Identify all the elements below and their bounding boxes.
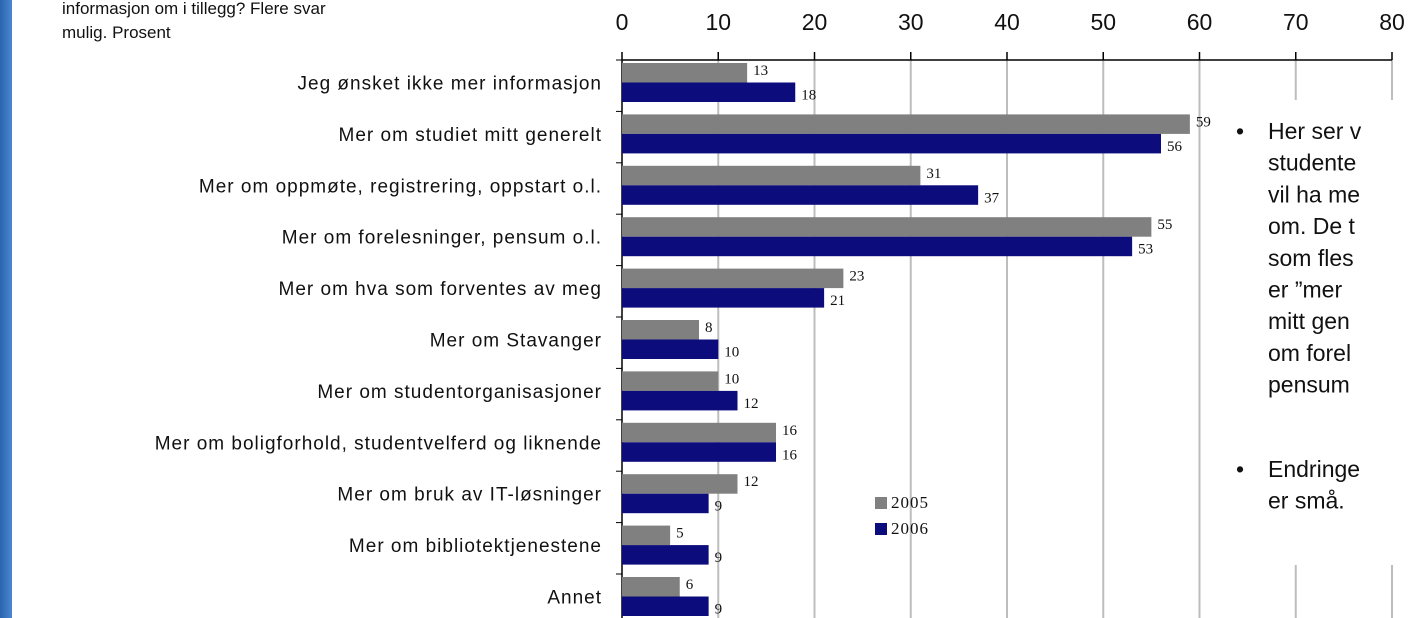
y-tick-label: Mer om forelesninger, pensum o.l.: [282, 228, 602, 249]
text-box: [1218, 100, 1414, 565]
bullet-line: pensum: [1268, 372, 1350, 398]
bar: [622, 525, 671, 546]
x-tick-label: 70: [1283, 9, 1309, 35]
bullet-dot: •: [1236, 456, 1244, 482]
value-label: 18: [801, 88, 816, 104]
bar: [622, 577, 680, 597]
bar: [622, 371, 719, 391]
x-tick-label: 50: [1090, 9, 1116, 35]
y-tick-label: Mer om bibliotektjenestene: [349, 536, 602, 557]
bar: [622, 82, 796, 102]
bullet-line: mitt gen: [1268, 308, 1350, 334]
value-label: 37: [984, 190, 1000, 206]
bullet-line: Her ser v: [1268, 118, 1362, 144]
value-label: 56: [1167, 139, 1183, 155]
bullet-line: om. De t: [1268, 213, 1356, 239]
bar: [622, 493, 709, 514]
slide-strip: [0, 0, 12, 618]
title-line: informasjon om i tillegg? Flere svar: [62, 0, 326, 18]
legend-swatch: [875, 523, 887, 535]
value-label: 13: [753, 63, 768, 79]
bar: [622, 114, 1190, 134]
value-label: 9: [715, 499, 723, 515]
y-tick-label: Mer om studiet mitt generelt: [339, 125, 602, 146]
y-tick-label: Mer om oppmøte, registrering, oppstart o…: [199, 176, 602, 197]
bar: [622, 339, 719, 359]
bar: [622, 217, 1152, 237]
bullet-line: som fles: [1268, 245, 1354, 271]
value-label: 21: [830, 293, 845, 309]
value-label: 9: [715, 602, 723, 618]
bullet-line: om forel: [1268, 340, 1351, 366]
bullet-line: Endringe: [1268, 456, 1360, 482]
value-label: 23: [849, 269, 864, 285]
bar: [622, 185, 979, 205]
bullet-line: studente: [1268, 150, 1356, 176]
legend-label: 2005: [891, 493, 929, 512]
bar: [622, 133, 1161, 154]
bar: [622, 63, 748, 83]
value-label: 59: [1196, 114, 1211, 130]
bar: [622, 165, 921, 186]
value-label: 16: [782, 423, 798, 439]
legend-swatch: [875, 497, 887, 509]
value-label: 16: [782, 447, 798, 463]
value-label: 12: [744, 474, 759, 490]
bar: [622, 320, 699, 340]
value-label: 10: [724, 371, 739, 387]
bullet-line: er ”mer: [1268, 277, 1342, 303]
chart: 0 10 20 30 40 50 60 70 80 Jeg ønsket ikke mer inf…: [155, 9, 1405, 618]
x-tick-label: 10: [705, 9, 731, 35]
value-label: 8: [705, 320, 713, 336]
bullet-text: • • Her ser v studente vil ha me om. De t so…: [1218, 100, 1414, 565]
y-tick-label: Mer om hva som forventes av meg: [279, 279, 603, 300]
y-tick-label: Jeg ønsket ikke mer informasjon: [298, 74, 603, 95]
y-tick-label: Mer om boligforhold, studentvelferd og l…: [155, 433, 602, 454]
x-tick-label: 20: [802, 9, 828, 35]
bar: [622, 442, 776, 462]
bar: [622, 474, 738, 494]
value-label: 53: [1138, 242, 1153, 258]
bullet-dot: •: [1236, 118, 1244, 144]
bar: [622, 390, 738, 411]
bullet-line: vil ha me: [1268, 181, 1360, 207]
y-tick-label: Annet: [547, 588, 602, 609]
value-label: 6: [686, 577, 694, 593]
bar: [622, 545, 709, 565]
value-label: 31: [926, 166, 941, 182]
value-label: 10: [724, 345, 739, 361]
x-tick-label: 0: [616, 9, 629, 35]
y-tick-label: Mer om Stavanger: [430, 331, 602, 352]
y-tick-label: Mer om studentorganisasjoner: [317, 382, 602, 403]
x-tick-label: 80: [1379, 9, 1405, 35]
bar: [622, 236, 1133, 257]
bar: [622, 422, 776, 443]
value-label: 9: [715, 550, 723, 566]
x-tick-label: 40: [994, 9, 1020, 35]
bar: [622, 596, 709, 616]
bar: [622, 288, 825, 308]
x-tick-label: 30: [898, 9, 924, 35]
title-line: mulig. Prosent: [62, 23, 171, 42]
value-label: 5: [676, 526, 684, 542]
value-label: 55: [1157, 217, 1172, 233]
y-tick-label: Mer om bruk av IT-løsninger: [337, 485, 602, 506]
bar: [622, 268, 844, 289]
legend-label: 2006: [891, 519, 929, 538]
value-label: 12: [744, 396, 759, 412]
bullet-line: er små.: [1268, 488, 1345, 514]
x-tick-label: 60: [1187, 9, 1213, 35]
